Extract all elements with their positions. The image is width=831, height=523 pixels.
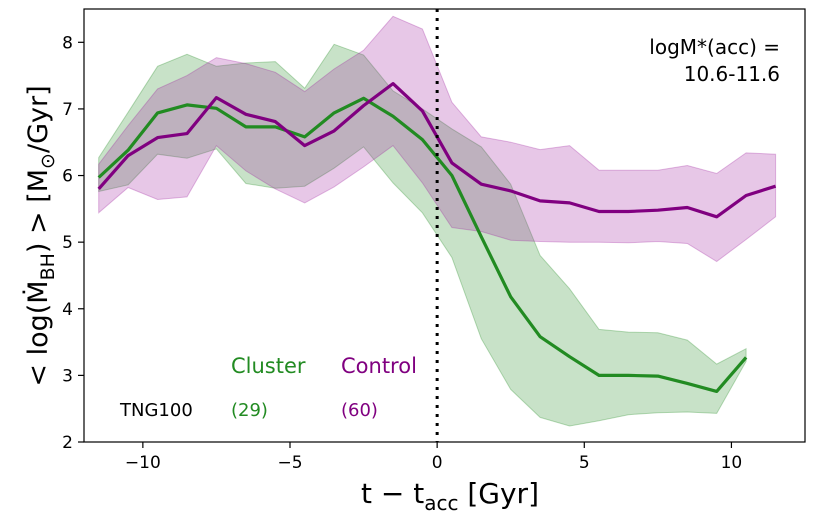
simulation-label: TNG100 (119, 400, 193, 421)
x-axis-label-sub: acc (424, 491, 458, 515)
y-tick-label: 6 (62, 167, 73, 187)
x-tick-label: 5 (579, 453, 590, 473)
y-axis-label-pre: < log( (23, 304, 54, 387)
x-tick-label: −10 (125, 453, 161, 473)
y-axis-label-sun: ⊙ (37, 153, 59, 169)
x-tick-label: −5 (277, 453, 302, 473)
y-axis-label-mdot: Ṁ (22, 280, 54, 303)
y-tick-label: 8 (62, 33, 73, 53)
y-tick-label: 5 (62, 233, 73, 253)
x-axis-label-unit: [Gyr] (458, 477, 539, 510)
y-tick-label: 2 (62, 433, 73, 453)
confidence-bands (98, 15, 777, 427)
x-tick-label: 0 (432, 453, 443, 473)
legend-cluster-name: Cluster (231, 354, 306, 378)
y-tick-label: 3 (62, 366, 73, 386)
y-axis-label: < log(ṀBH) > [M⊙/Gyr] (22, 85, 59, 386)
y-axis-label-sub: BH (37, 253, 59, 280)
legend-cluster-count: (29) (231, 400, 268, 421)
x-axis-label-main: t − t (361, 477, 424, 510)
y-tick-label: 4 (62, 300, 73, 320)
mass-annotation-line1: logM*(acc) = (649, 35, 780, 59)
legend-control-name: Control (341, 354, 417, 378)
y-axis-label-unit: /Gyr] (23, 85, 54, 153)
y-tick-label: 7 (62, 100, 73, 120)
y-axis-label-post: ) > [M (23, 169, 54, 253)
y-axis-ticks: 2 3 4 5 6 7 8 (62, 33, 84, 453)
x-axis-ticks: −10 −5 0 5 10 (125, 442, 742, 473)
cluster-band (98, 43, 747, 427)
x-axis-label: t − tacc [Gyr] (361, 477, 539, 515)
mass-annotation-line2: 10.6-11.6 (684, 62, 780, 86)
x-tick-label: 10 (721, 453, 743, 473)
plot-frame (83, 8, 806, 443)
legend-control-count: (60) (341, 400, 378, 421)
